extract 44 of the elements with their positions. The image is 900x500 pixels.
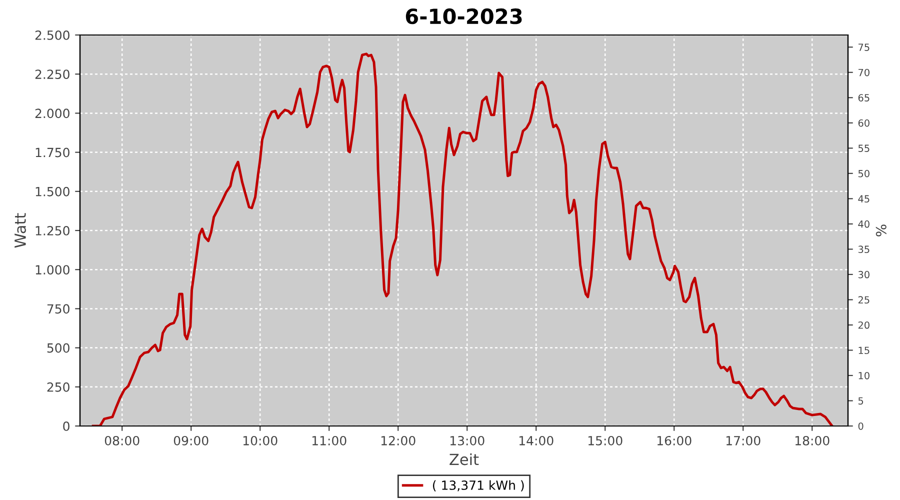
y2-tick-label: 70 (858, 68, 870, 76)
y2-tick-label: 25 (858, 296, 870, 304)
y-tick-label: 1.750 (36, 148, 70, 158)
y-tick-label: 1.000 (36, 265, 70, 275)
y-tick-label: 1.250 (36, 226, 70, 236)
x-tick-label: 17:00 (726, 436, 760, 446)
x-axis-title: Zeit (450, 453, 479, 466)
y-tick-label: 2.250 (35, 70, 70, 80)
y2-tick-label: 50 (858, 170, 870, 178)
y2-tick-label: 75 (858, 44, 870, 51)
x-tick-label: 10:00 (243, 436, 278, 446)
y2-tick-label: 15 (858, 346, 870, 354)
y2-tick-label: 45 (858, 195, 870, 203)
y2-tick-label: 55 (858, 144, 870, 152)
y-tick-label: 2.500 (35, 30, 70, 40)
x-tick-label: 12:00 (381, 436, 416, 446)
x-tick-label: 08:00 (104, 436, 140, 446)
y2-tick-label: 0 (858, 422, 864, 430)
legend-label: ( 13,371 kWh ) (432, 480, 524, 492)
x-tick-label: 15:00 (588, 436, 622, 446)
y2-tick-label: 40 (858, 220, 870, 228)
y-tick-label: 0 (63, 421, 70, 431)
y2-tick-label: 20 (858, 321, 870, 329)
y2-tick-label: 60 (858, 119, 870, 127)
x-tick-label: 18:00 (795, 436, 830, 446)
x-tick-label: 13:00 (450, 436, 484, 446)
y-tick-label: 750 (47, 304, 70, 314)
y-tick-label: 250 (47, 382, 70, 392)
chart-title: 6-10-2023 (406, 8, 522, 24)
x-tick-label: 16:00 (657, 436, 692, 446)
y-tick-label: 500 (47, 343, 70, 353)
y2-tick-label: 35 (858, 246, 870, 254)
y2-tick-label: 10 (858, 372, 870, 380)
x-tick-label: 11:00 (312, 436, 346, 446)
y-tick-label: 2.000 (35, 108, 70, 118)
y2-tick-label: 30 (858, 270, 870, 278)
y2-tick-label: 5 (858, 397, 864, 405)
y-tick-label: 1.500 (36, 186, 70, 196)
x-tick-label: 09:00 (174, 436, 208, 446)
y2-tick-label: 65 (858, 94, 870, 102)
line-series (92, 52, 834, 426)
y2-axis-title: % (876, 224, 886, 236)
y-axis-title: Watt (14, 213, 26, 248)
x-tick-label: 14:00 (519, 436, 554, 446)
